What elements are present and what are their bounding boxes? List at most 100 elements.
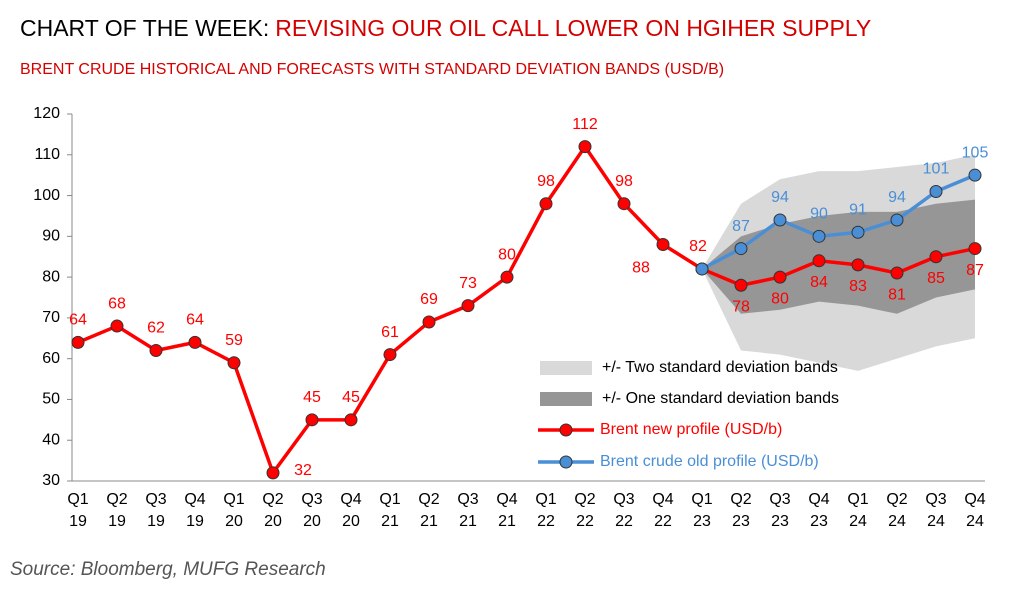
x-tick-label: Q4 [184, 491, 205, 508]
series-marker [188, 335, 202, 349]
series-marker [227, 356, 241, 370]
data-label: 81 [888, 286, 906, 303]
x-tick-label: 19 [147, 513, 165, 530]
series-marker [812, 229, 826, 243]
series-marker [929, 184, 943, 198]
data-label: 80 [771, 290, 789, 307]
x-tick-label: 19 [108, 513, 126, 530]
x-tick-label: Q3 [769, 491, 790, 508]
legend-label: Brent crude old profile (USD/b) [600, 453, 819, 470]
x-tick-label: 21 [420, 513, 438, 530]
title-prefix: CHART OF THE WEEK: [20, 15, 269, 41]
legend-swatch [540, 392, 592, 406]
x-tick-label: 23 [693, 513, 711, 530]
subtitle: BRENT CRUDE HISTORICAL AND FORECASTS WIT… [20, 61, 724, 78]
y-tick-label: 80 [42, 268, 60, 285]
series-marker [344, 413, 358, 427]
x-tick-label: 22 [537, 513, 555, 530]
data-label: 59 [225, 332, 243, 349]
x-tick-label: 21 [498, 513, 516, 530]
series-marker [149, 344, 163, 358]
y-tick-label: 90 [42, 228, 60, 245]
data-label: 62 [147, 320, 165, 337]
data-label: 64 [69, 312, 87, 329]
data-label: 105 [962, 144, 989, 161]
data-label: 87 [966, 262, 984, 279]
y-tick-label: 110 [34, 146, 60, 163]
legend-marker [559, 455, 573, 469]
x-tick-label: Q4 [496, 491, 517, 508]
x-tick-label: 21 [381, 513, 399, 530]
x-tick-label: 22 [654, 513, 672, 530]
x-tick-label: Q1 [67, 491, 88, 508]
x-tick-label: Q2 [418, 491, 439, 508]
data-label: 69 [420, 291, 438, 308]
x-tick-label: 21 [459, 513, 477, 530]
legend-label: +/- Two standard deviation bands [602, 359, 838, 376]
x-tick-label: 24 [849, 513, 867, 530]
x-tick-label: 20 [264, 513, 282, 530]
data-label: 94 [771, 189, 789, 206]
x-tick-label: Q4 [964, 491, 985, 508]
data-label: 83 [849, 278, 867, 295]
series-marker [968, 168, 982, 182]
x-tick-label: 23 [771, 513, 789, 530]
chart-title: CHART OF THE WEEK: REVISING OUR OIL CALL … [20, 15, 871, 41]
series-marker [773, 270, 787, 284]
x-tick-label: Q4 [652, 491, 673, 508]
data-label: 112 [572, 116, 598, 133]
series-marker [110, 319, 124, 333]
x-tick-label: Q3 [301, 491, 322, 508]
x-tick-label: Q2 [262, 491, 283, 508]
series-marker [266, 466, 280, 480]
series-marker [890, 266, 904, 280]
legend-swatch [540, 361, 592, 375]
data-label: 32 [294, 462, 312, 479]
x-tick-label: Q2 [730, 491, 751, 508]
x-tick-label: Q4 [340, 491, 361, 508]
series-marker [578, 140, 592, 154]
x-tick-label: 20 [225, 513, 243, 530]
x-tick-label: Q4 [808, 491, 829, 508]
data-label: 64 [186, 312, 204, 329]
data-label: 78 [732, 298, 750, 315]
x-tick-label: 19 [186, 513, 204, 530]
series-marker [461, 299, 475, 313]
x-tick-label: 24 [888, 513, 906, 530]
x-tick-label: Q2 [574, 491, 595, 508]
y-tick-label: 50 [42, 391, 60, 408]
series-marker [539, 197, 553, 211]
x-tick-label: Q3 [613, 491, 634, 508]
data-label: 94 [888, 189, 906, 206]
series-line [701, 173, 976, 271]
y-tick-label: 70 [42, 309, 60, 326]
y-tick-label: 30 [42, 472, 60, 489]
x-tick-label: 22 [615, 513, 633, 530]
data-label: 88 [632, 260, 650, 277]
data-label: 45 [303, 389, 321, 406]
data-label: 45 [342, 389, 360, 406]
series-marker [500, 270, 514, 284]
series-marker [929, 250, 943, 264]
series-marker [734, 278, 748, 292]
series-marker [773, 213, 787, 227]
y-tick-label: 100 [33, 187, 60, 204]
x-tick-label: 19 [69, 513, 87, 530]
series-marker [812, 254, 826, 268]
x-tick-label: Q1 [379, 491, 400, 508]
data-label: 91 [849, 201, 867, 218]
series-marker [851, 258, 865, 272]
y-tick-label: 60 [42, 350, 60, 367]
data-label: 82 [689, 238, 707, 255]
y-tick-label: 40 [42, 431, 60, 448]
series-marker [968, 242, 982, 256]
series-marker [734, 242, 748, 256]
data-label: 85 [927, 270, 945, 287]
x-tick-label: 23 [732, 513, 750, 530]
series-marker [851, 225, 865, 239]
x-tick-label: 22 [576, 513, 594, 530]
y-tick-label: 120 [33, 105, 60, 122]
series-line [77, 143, 976, 477]
data-label: 98 [615, 173, 633, 190]
x-tick-label: 23 [810, 513, 828, 530]
